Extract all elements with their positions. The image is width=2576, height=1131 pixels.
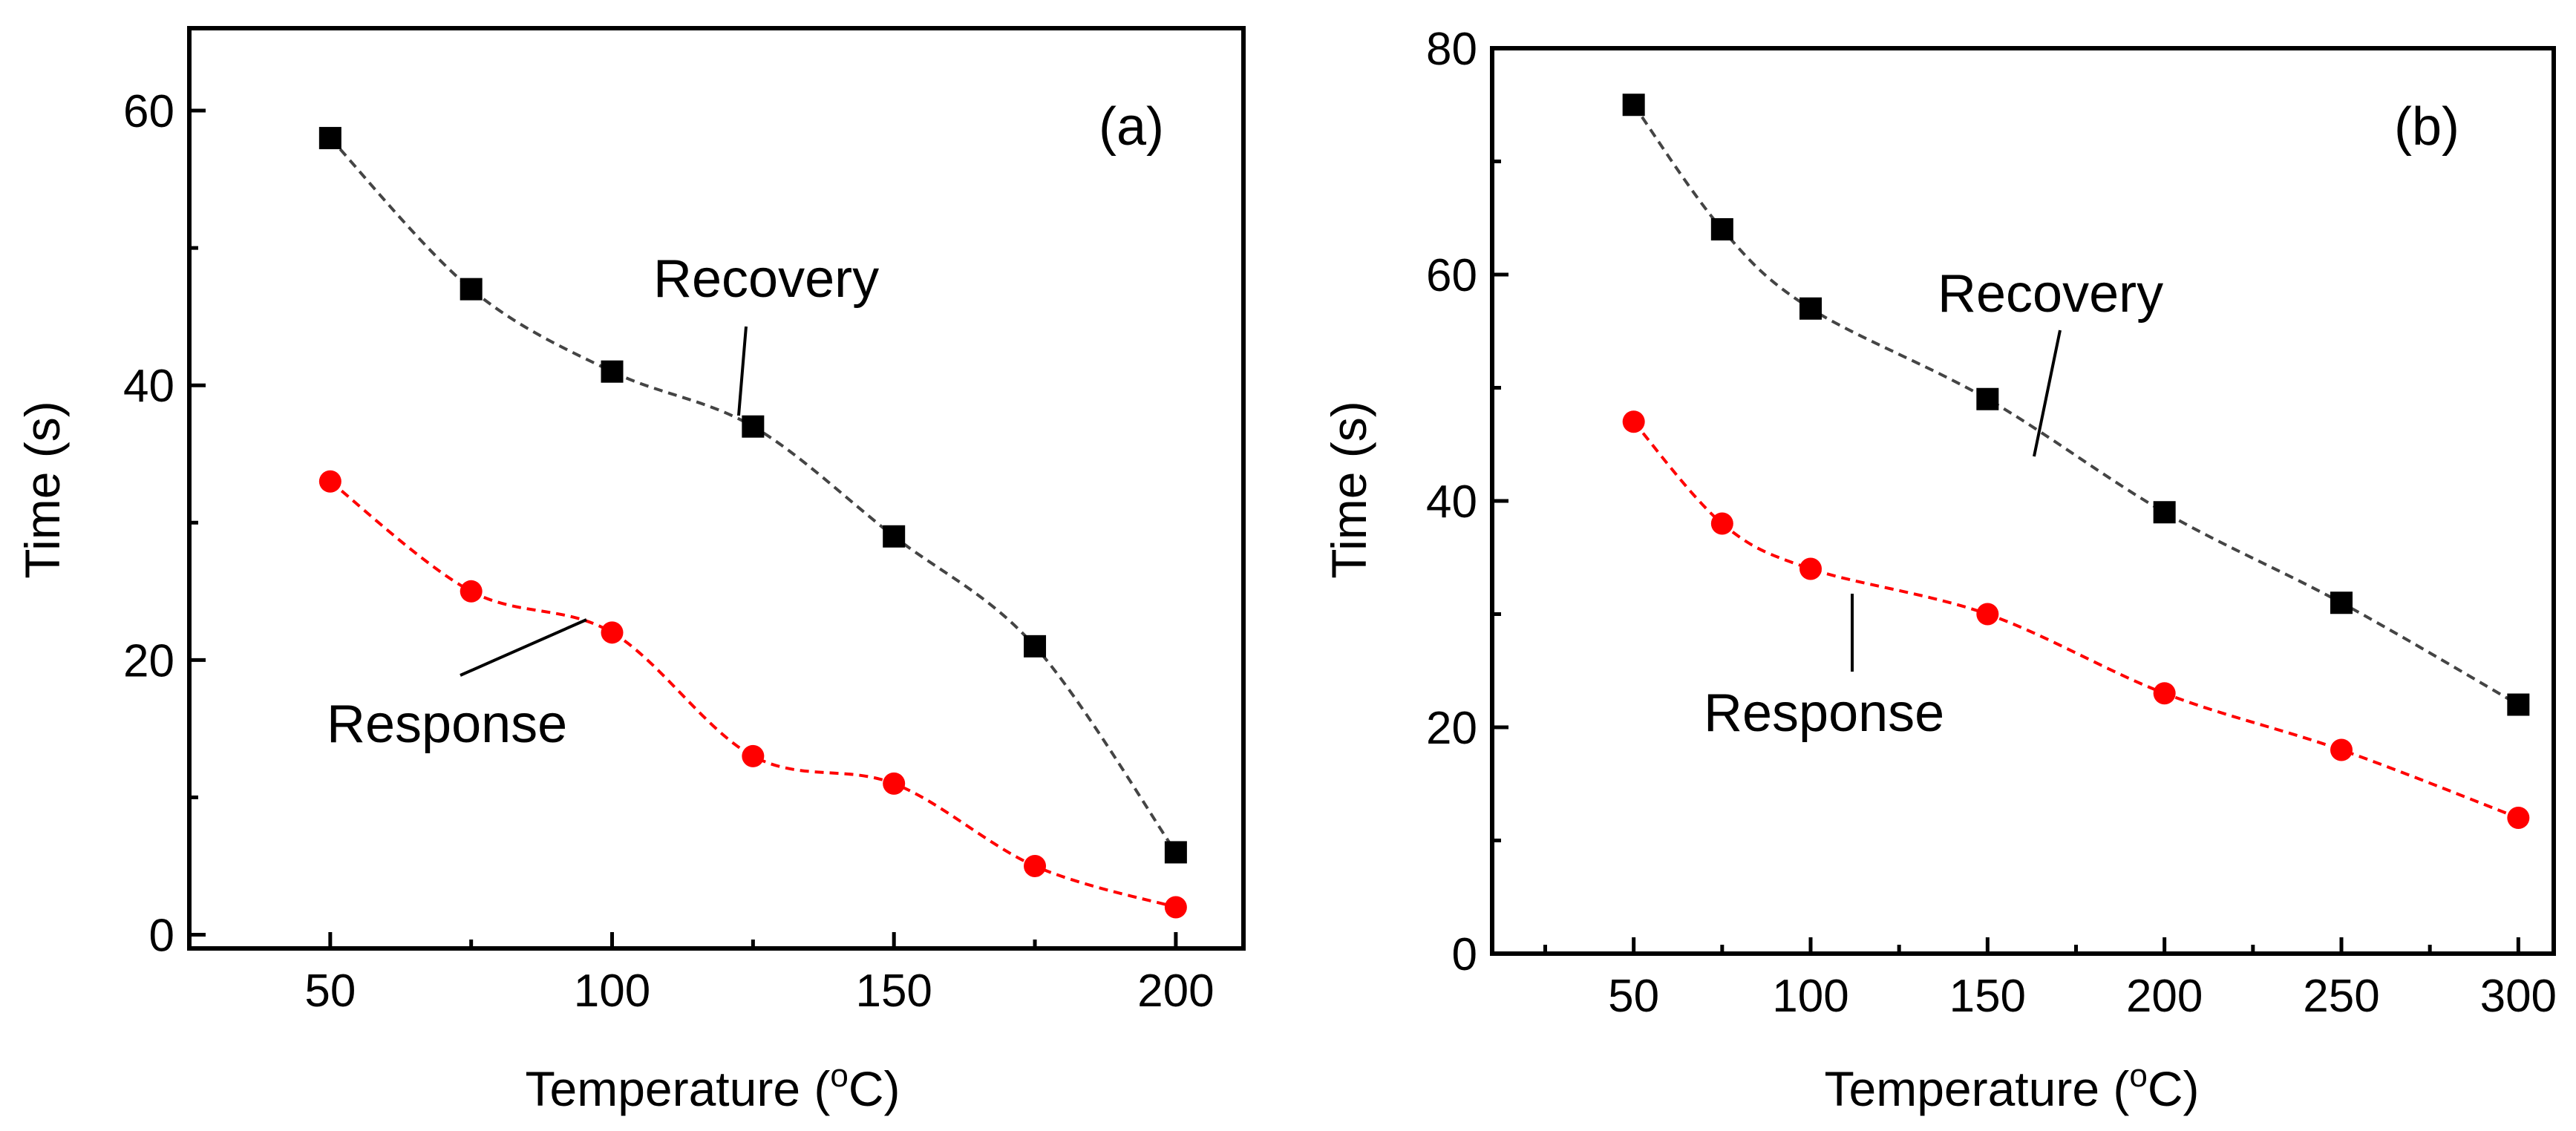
x-tick-label: 150	[1949, 971, 2026, 1022]
data-point-response	[2507, 807, 2530, 829]
plot-frame	[1490, 46, 2556, 956]
response-leader-line	[460, 618, 587, 677]
x-tick-label: 200	[1137, 966, 1214, 1017]
data-point-response	[601, 621, 624, 644]
series-line-recovery	[1632, 104, 2520, 707]
data-point-response	[1710, 512, 1733, 535]
response-annotation: Response	[1704, 683, 1944, 743]
data-point-response	[1164, 896, 1187, 919]
chart-panel-b: 0 20 40 60 80 50 100 150 200 250 300 Time (s) Temper…	[1321, 24, 2557, 1116]
data-point-recovery	[318, 127, 341, 150]
data-point-response	[2153, 682, 2176, 705]
data-point-recovery	[1799, 297, 1822, 320]
y-tick-label: 20	[123, 635, 174, 686]
y-tick-label: 0	[149, 910, 174, 961]
y-tick-label: 20	[1426, 703, 1477, 754]
data-point-recovery	[883, 525, 906, 548]
panel-label: (a)	[1099, 97, 1164, 157]
panel-label: (b)	[2394, 97, 2459, 157]
y-tick-label: 40	[1426, 476, 1477, 528]
y-tick-label: 40	[123, 361, 174, 412]
y-tick-label: 0	[1452, 929, 1477, 980]
y-tick-label: 60	[1426, 250, 1477, 301]
data-point-response	[1799, 557, 1822, 580]
x-axis-title: Temperature (oC)	[526, 1058, 900, 1116]
plot-frame	[187, 26, 1246, 951]
data-point-recovery	[2330, 591, 2353, 614]
data-point-recovery	[1164, 841, 1187, 864]
data-point-response	[1976, 603, 1999, 626]
y-tick-label: 80	[1426, 24, 1477, 75]
data-point-response	[2330, 738, 2353, 761]
x-tick-label: 200	[2126, 971, 2203, 1022]
response-annotation: Response	[327, 695, 567, 754]
data-point-recovery	[1622, 94, 1645, 117]
recovery-annotation: Recovery	[1938, 264, 2163, 324]
data-point-recovery	[460, 278, 483, 301]
data-point-recovery	[2153, 501, 2176, 524]
chart-panel-a: 0 20 40 60 50 100 150 200 Time (s) Temperature (o…	[15, 26, 1246, 1116]
data-point-response	[460, 580, 483, 603]
x-tick-label: 150	[855, 966, 932, 1017]
y-axis-title: Time (s)	[1321, 401, 1376, 579]
data-point-response	[883, 772, 906, 795]
y-axis-title: Time (s)	[15, 401, 70, 579]
x-tick-label: 250	[2303, 971, 2379, 1022]
data-point-response	[1024, 854, 1047, 877]
data-point-recovery	[1710, 218, 1733, 240]
data-point-recovery	[1024, 635, 1047, 658]
recovery-leader-line	[737, 326, 748, 416]
recovery-annotation: Recovery	[653, 249, 879, 309]
series-line-response	[1632, 420, 2520, 819]
data-point-response	[318, 470, 341, 493]
data-point-recovery	[742, 415, 765, 438]
data-point-recovery	[1976, 387, 1999, 410]
y-tick-label: 60	[123, 86, 174, 137]
data-point-response	[1622, 410, 1645, 433]
x-axis-title: Temperature (oC)	[1825, 1058, 2200, 1116]
x-tick-label: 100	[574, 966, 650, 1017]
x-tick-label: 50	[304, 966, 356, 1017]
data-point-response	[742, 744, 765, 767]
data-point-recovery	[2507, 693, 2530, 716]
data-point-recovery	[601, 360, 624, 383]
x-tick-label: 300	[2480, 971, 2557, 1022]
x-tick-label: 50	[1608, 971, 1659, 1022]
recovery-leader-line	[2033, 330, 2062, 457]
x-tick-label: 100	[1772, 971, 1848, 1022]
